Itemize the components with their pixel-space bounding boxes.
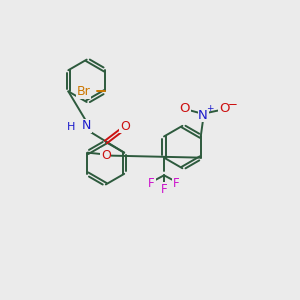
Text: O: O bbox=[101, 148, 111, 161]
Text: O: O bbox=[120, 120, 130, 133]
Text: F: F bbox=[161, 183, 167, 196]
Text: N: N bbox=[198, 109, 208, 122]
Text: O: O bbox=[219, 102, 230, 115]
Text: +: + bbox=[206, 104, 213, 113]
Text: F: F bbox=[148, 177, 155, 190]
Text: N: N bbox=[82, 119, 92, 132]
Text: H: H bbox=[67, 122, 76, 132]
Text: −: − bbox=[228, 98, 238, 111]
Text: F: F bbox=[173, 177, 180, 190]
Text: Br: Br bbox=[76, 85, 90, 98]
Text: O: O bbox=[180, 102, 190, 115]
